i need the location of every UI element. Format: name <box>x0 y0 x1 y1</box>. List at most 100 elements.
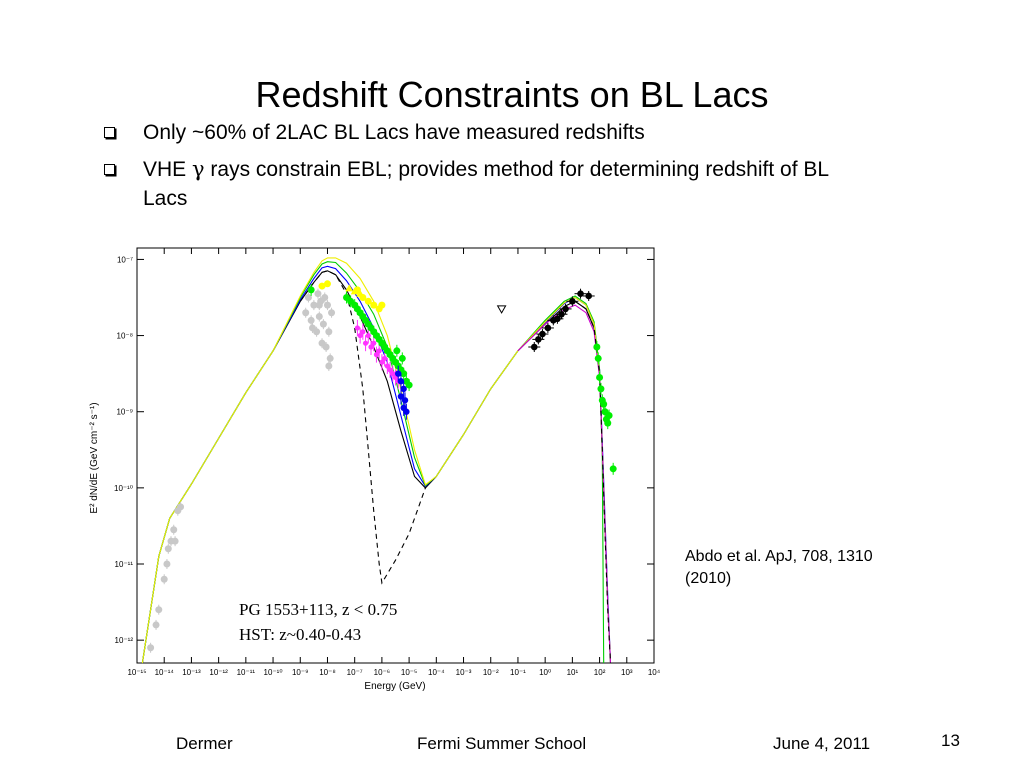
magenta-data-point <box>365 332 371 339</box>
grey-data-point <box>315 313 323 321</box>
x-tick-label: 10⁻⁹ <box>292 668 309 677</box>
magenta-data-point <box>368 344 374 350</box>
sed-figure: 10⁻¹⁵ 10⁻¹⁴ 10⁻¹³ 10⁻¹² 10⁻¹¹ 10⁻¹⁰ 10⁻⁹ 10⁻⁸ 10… <box>84 240 674 700</box>
grey-data-point <box>177 503 185 511</box>
bullet-text-before: VHE <box>143 158 193 181</box>
grey-data-point <box>155 606 163 614</box>
plot-frame <box>136 247 655 664</box>
magenta-data-point <box>362 340 369 346</box>
grey-data-point <box>322 343 330 351</box>
x-tick-label: 10⁻¹² <box>209 668 228 677</box>
blue-data-point <box>397 393 405 400</box>
green-data-point <box>593 343 601 351</box>
x-tick-label: 10⁻⁸ <box>319 668 336 677</box>
citation-line-2: (2010) <box>685 570 732 587</box>
black-data-point <box>577 290 584 297</box>
source-annotation-line-2: HST: z~0.40-0.43 <box>239 625 361 644</box>
green-data-point <box>596 373 604 381</box>
grey-data-point <box>325 362 333 370</box>
bullet-text: Only ~60% of 2LAC BL Lacs have measured … <box>143 121 645 144</box>
grey-data-point <box>307 316 315 324</box>
model-curve <box>574 300 612 664</box>
green-data-point <box>307 286 315 294</box>
blue-data-point <box>397 378 405 385</box>
x-tick-label: 10⁻⁶ <box>374 668 390 677</box>
x-tick-label: 10⁻⁷ <box>347 668 363 677</box>
x-tick-label: 10⁴ <box>648 668 661 677</box>
y-tick-label: 10⁻⁹ <box>116 408 133 417</box>
green-data-point <box>393 347 401 355</box>
magenta-data-point <box>360 329 366 335</box>
green-data-point <box>609 465 617 473</box>
x-tick-label: 10¹ <box>567 668 579 677</box>
magenta-data-point <box>373 352 380 358</box>
grey-data-point <box>160 575 168 583</box>
grey-data-point <box>323 301 331 309</box>
magenta-data-point <box>357 332 363 339</box>
x-tick-label: 10⁻¹⁴ <box>155 668 175 677</box>
bullet-text-after: rays constrain EBL; provides method for … <box>143 158 829 210</box>
magenta-data-point <box>387 367 393 373</box>
yellow-data-point <box>318 282 326 290</box>
yellow-data-point <box>323 280 331 288</box>
black-data-point <box>558 310 565 318</box>
axes: 10⁻¹⁵ 10⁻¹⁴ 10⁻¹³ 10⁻¹² 10⁻¹¹ 10⁻¹⁰ 10⁻⁹ 10⁻⁸ 10… <box>114 248 661 677</box>
x-axis-label: Energy (GeV) <box>364 681 425 692</box>
grey-data-point <box>309 324 317 332</box>
bullet-list: Only ~60% of 2LAC BL Lacs have measured … <box>100 118 860 221</box>
blue-data-point <box>395 370 402 377</box>
black-data-point <box>554 315 561 323</box>
grey-data-point <box>152 621 160 629</box>
y-tick-label: 10⁻¹⁰ <box>114 484 133 493</box>
magenta-data-point <box>371 340 377 346</box>
green-data-point <box>605 412 613 420</box>
green-data-point <box>594 354 602 362</box>
gamma-symbol: γ <box>192 157 205 181</box>
x-tick-label: 10⁻¹⁵ <box>127 668 146 677</box>
footer-date: June 4, 2011 <box>773 734 871 753</box>
y-axis-label: E² dN/dE (GeV cm⁻² s⁻¹) <box>89 402 100 513</box>
blue-data-point <box>400 385 407 393</box>
slide-title: Redshift Constraints on BL Lacs <box>255 74 769 116</box>
grey-data-point <box>164 545 172 553</box>
grey-data-point <box>171 537 179 545</box>
x-tick-label: 10⁻¹¹ <box>237 668 256 677</box>
grey-data-point <box>163 560 171 568</box>
slide-number: 13 <box>941 731 960 750</box>
x-tick-label: 10³ <box>621 668 633 677</box>
source-annotation-line-1: PG 1553+113, z < 0.75 <box>239 600 397 619</box>
model-curve <box>299 270 426 585</box>
x-tick-label: 10⁻⁴ <box>428 668 445 677</box>
y-tick-label: 10⁻⁷ <box>117 255 133 264</box>
yellow-triangle-point <box>356 289 365 297</box>
green-data-point <box>398 354 406 362</box>
magenta-data-point <box>354 325 361 331</box>
x-tick-label: 10⁻³ <box>456 668 472 677</box>
yellow-data-point <box>378 301 386 309</box>
grey-data-point <box>328 309 336 317</box>
y-tick-label: 10⁻¹² <box>115 636 134 645</box>
magenta-data-point <box>384 363 390 369</box>
y-tick-label: 10⁻¹¹ <box>115 560 134 569</box>
citation-caption: Abdo et al. ApJ, 708, 1310 (2010) <box>685 546 873 590</box>
x-tick-label: 10⁻¹³ <box>182 668 201 677</box>
bullet-item: VHE γ rays constrain EBL; provides metho… <box>100 155 860 213</box>
blue-data-point <box>400 404 407 412</box>
magenta-data-point <box>382 355 388 362</box>
x-tick-label: 10⁻¹⁰ <box>264 668 283 677</box>
black-data-point <box>562 305 569 313</box>
grey-data-point <box>325 328 333 336</box>
green-data-point <box>597 385 605 393</box>
data-points <box>147 280 617 653</box>
grey-data-point <box>304 293 312 301</box>
green-data-point <box>400 370 408 378</box>
magenta-data-point <box>379 359 385 365</box>
black-data-point <box>569 298 576 305</box>
sed-chart: 10⁻¹⁵ 10⁻¹⁴ 10⁻¹³ 10⁻¹² 10⁻¹¹ 10⁻¹⁰ 10⁻⁹ 10⁻⁸ 10… <box>89 247 661 692</box>
footer-author: Dermer <box>176 734 233 753</box>
magenta-data-point <box>390 371 396 377</box>
grey-data-point <box>302 309 310 317</box>
yellow-triangle-point <box>350 287 359 295</box>
x-tick-label: 10⁻¹ <box>510 668 526 677</box>
citation-line-1: Abdo et al. ApJ, 708, 1310 <box>685 548 873 565</box>
